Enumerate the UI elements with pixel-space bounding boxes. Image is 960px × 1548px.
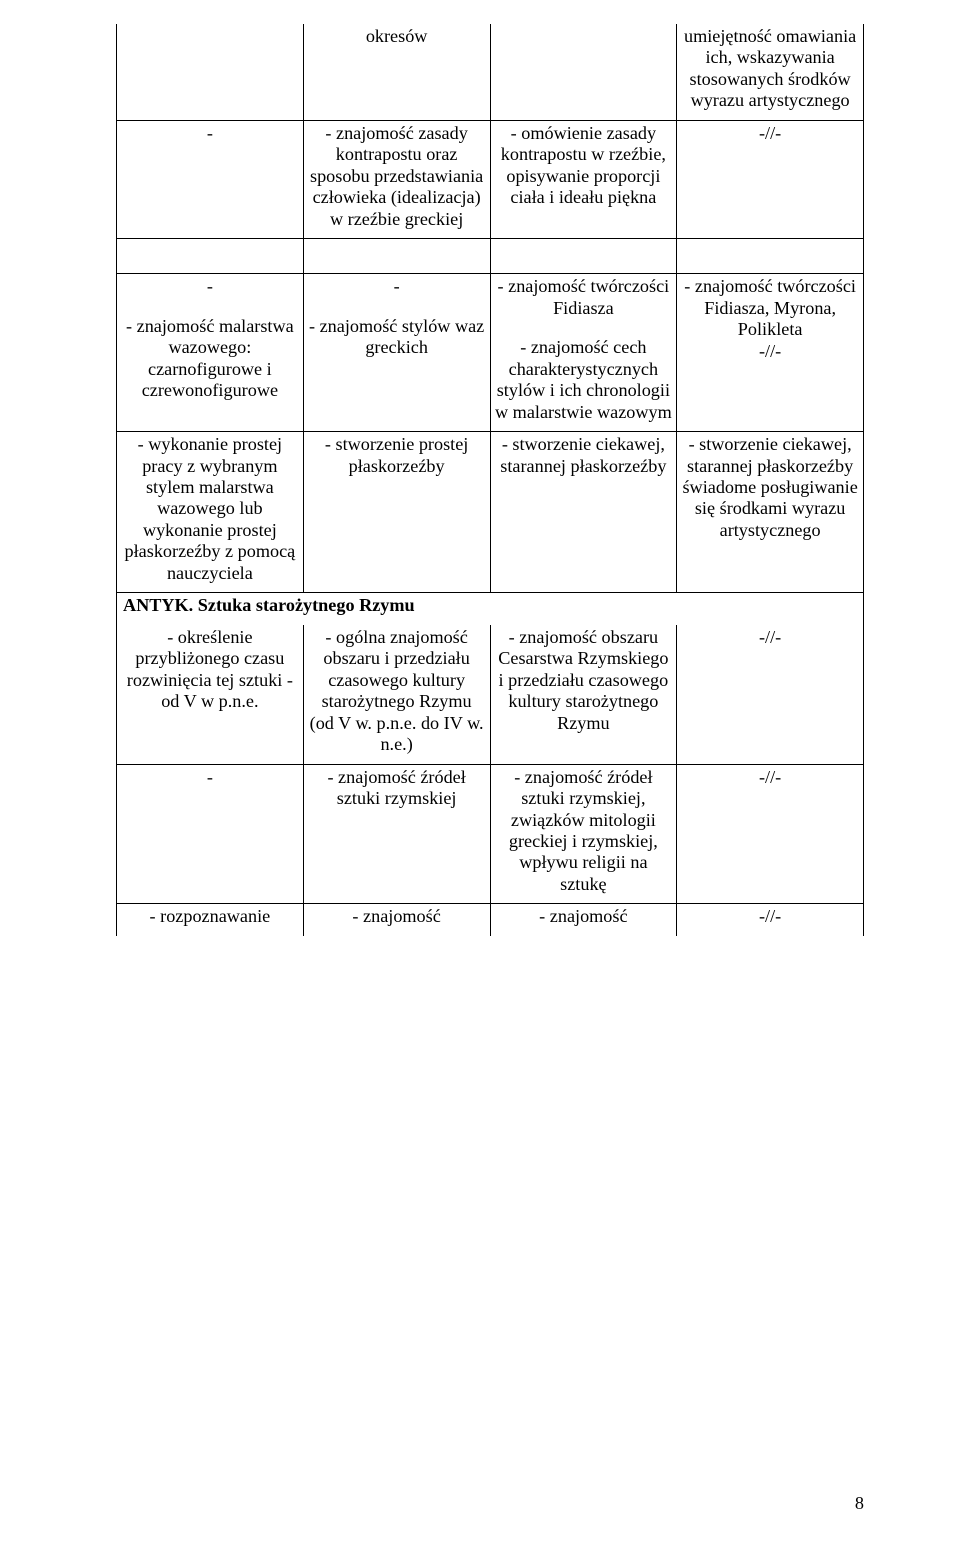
cell: - ogólna znajomość obszaru i przedziału …: [303, 625, 490, 764]
cell-text: - ogólna znajomość obszaru i przedziału …: [308, 627, 486, 756]
table-row: - - znajomość malarstwa wazowego: czarno…: [117, 274, 864, 432]
criteria-table: okresów umiejętność omawiania ich, wskaz…: [116, 24, 864, 936]
cell: -: [117, 764, 304, 904]
cell: - znajomość obszaru Cesarstwa Rzymskiego…: [490, 625, 677, 764]
cell-text: - stworzenie ciekawej, starannej płaskor…: [681, 434, 859, 541]
table-row: - określenie przybliżonego czasu rozwini…: [117, 625, 864, 764]
cell: - - znajomość stylów waz greckich: [303, 274, 490, 432]
cell: - znajomość zasady kontrapostu oraz spos…: [303, 120, 490, 238]
table-row: okresów umiejętność omawiania ich, wskaz…: [117, 24, 864, 120]
cell: [490, 24, 677, 120]
cell: - wykonanie prostej pracy z wybranym sty…: [117, 432, 304, 593]
cell-text: - znajomość: [308, 906, 486, 927]
cell-text: - stworzenie prostej płaskorzeźby: [308, 434, 486, 477]
cell-text: okresów: [308, 26, 486, 47]
cell: - stworzenie ciekawej, starannej płaskor…: [490, 432, 677, 593]
cell: - stworzenie prostej płaskorzeźby: [303, 432, 490, 593]
cell-text: -//-: [681, 906, 859, 927]
cell-text: - znajomość stylów waz greckich: [308, 316, 486, 359]
cell-text: - znajomość cech charakterystycznych sty…: [495, 337, 673, 423]
cell-text: -: [121, 767, 299, 788]
table-section-row: ANTYK. Sztuka starożytnego Rzymu: [117, 593, 864, 625]
cell: -: [117, 120, 304, 238]
cell-text: - rozpoznawanie: [121, 906, 299, 927]
cell: -//-: [677, 120, 864, 238]
cell-text: - znajomość zasady kontrapostu oraz spos…: [308, 123, 486, 230]
cell-text: - znajomość malarstwa wazowego: czarnofi…: [121, 316, 299, 402]
table-row: - - znajomość zasady kontrapostu oraz sp…: [117, 120, 864, 238]
cell-text: -//-: [681, 627, 859, 648]
cell-spacer: [121, 298, 299, 316]
cell: - omówienie zasady kontrapostu w rzeźbie…: [490, 120, 677, 238]
cell: - stworzenie ciekawej, starannej płaskor…: [677, 432, 864, 593]
cell: [490, 239, 677, 274]
cell-text: umiejętność omawiania ich, wskazywania s…: [681, 26, 859, 112]
cell-text: - znajomość źródeł sztuki rzymskiej: [308, 767, 486, 810]
cell: - - znajomość malarstwa wazowego: czarno…: [117, 274, 304, 432]
cell: umiejętność omawiania ich, wskazywania s…: [677, 24, 864, 120]
cell: - znajomość źródeł sztuki rzymskiej: [303, 764, 490, 904]
cell-text: - znajomość twórczości Fidiasza: [495, 276, 673, 319]
cell-spacer: [495, 319, 673, 337]
document-page: okresów umiejętność omawiania ich, wskaz…: [0, 0, 960, 1548]
section-title: ANTYK. Sztuka starożytnego Rzymu: [123, 595, 415, 615]
cell-text: -: [308, 276, 486, 297]
cell: - znajomość twórczości Fidiasza, Myrona,…: [677, 274, 864, 432]
cell: okresów: [303, 24, 490, 120]
cell: [303, 239, 490, 274]
cell: - znajomość: [303, 904, 490, 936]
cell-text: -: [121, 123, 299, 144]
table-row-blank: [117, 239, 864, 274]
cell-text: - znajomość: [495, 906, 673, 927]
cell-text: -//-: [681, 123, 859, 144]
table-row: - - znajomość źródeł sztuki rzymskiej - …: [117, 764, 864, 904]
cell-text: -: [121, 276, 299, 297]
cell-text: - wykonanie prostej pracy z wybranym sty…: [121, 434, 299, 584]
cell-text: - określenie przybliżonego czasu rozwini…: [121, 627, 299, 713]
page-number: 8: [855, 1493, 864, 1514]
cell-text: -//-: [681, 767, 859, 788]
table-row: - rozpoznawanie - znajomość - znajomość …: [117, 904, 864, 936]
section-header: ANTYK. Sztuka starożytnego Rzymu: [117, 593, 864, 625]
cell: - rozpoznawanie: [117, 904, 304, 936]
cell-text: - znajomość źródeł sztuki rzymskiej, zwi…: [495, 767, 673, 896]
cell: - znajomość: [490, 904, 677, 936]
cell: - znajomość źródeł sztuki rzymskiej, zwi…: [490, 764, 677, 904]
cell-text: - stworzenie ciekawej, starannej płaskor…: [495, 434, 673, 477]
cell-text: - znajomość twórczości Fidiasza, Myrona,…: [681, 276, 859, 340]
cell: [117, 24, 304, 120]
cell-text: -//-: [681, 341, 859, 362]
cell: -//-: [677, 764, 864, 904]
cell: -//-: [677, 904, 864, 936]
cell-text: - omówienie zasady kontrapostu w rzeźbie…: [495, 123, 673, 209]
cell: -//-: [677, 625, 864, 764]
table-row: - wykonanie prostej pracy z wybranym sty…: [117, 432, 864, 593]
cell: - znajomość twórczości Fidiasza - znajom…: [490, 274, 677, 432]
cell: - określenie przybliżonego czasu rozwini…: [117, 625, 304, 764]
cell: [677, 239, 864, 274]
cell: [117, 239, 304, 274]
cell-spacer: [308, 298, 486, 316]
cell-text: - znajomość obszaru Cesarstwa Rzymskiego…: [495, 627, 673, 734]
